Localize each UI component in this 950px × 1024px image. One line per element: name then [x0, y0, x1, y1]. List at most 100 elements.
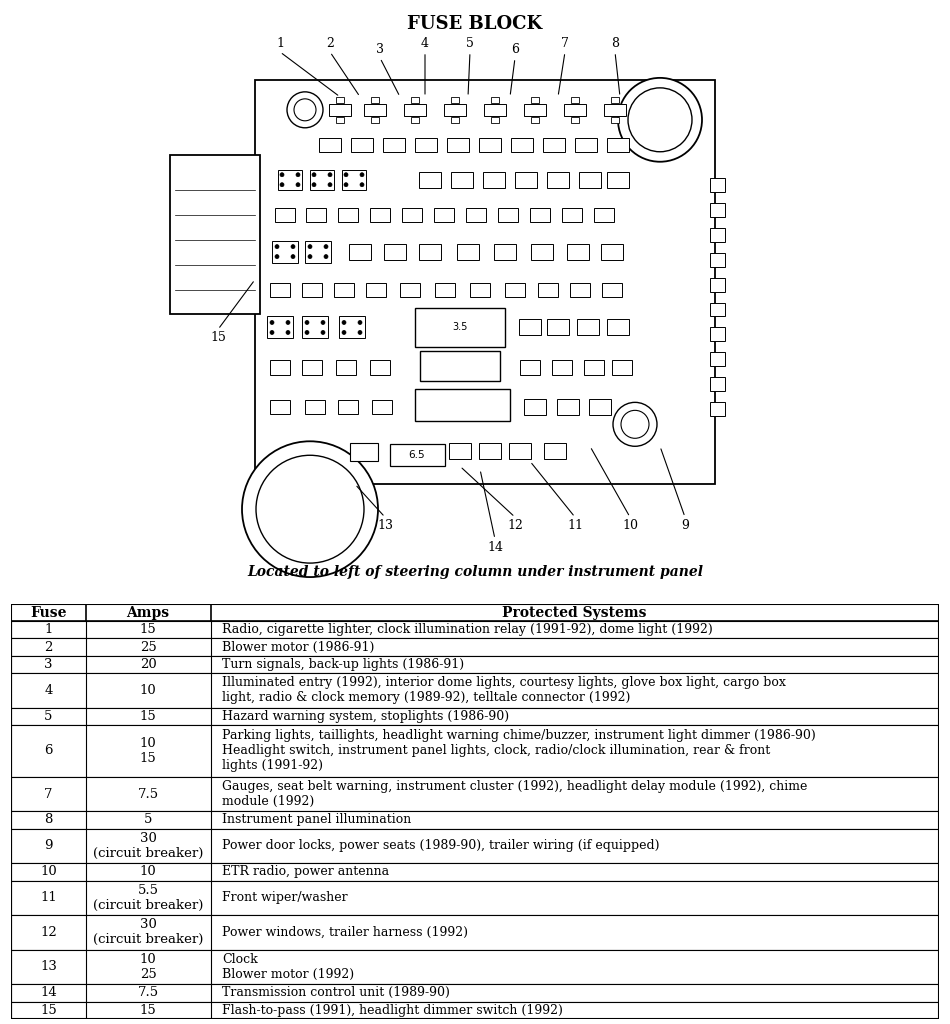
- Bar: [710, 352, 725, 367]
- Text: 2: 2: [326, 37, 334, 50]
- Bar: [515, 172, 537, 187]
- Text: Amps: Amps: [126, 605, 170, 620]
- Bar: [544, 443, 566, 459]
- Text: Transmission control unit (1989-90): Transmission control unit (1989-90): [222, 986, 449, 999]
- Circle shape: [291, 245, 295, 249]
- Bar: [571, 117, 579, 123]
- Bar: [451, 172, 473, 187]
- Circle shape: [328, 173, 332, 177]
- Bar: [306, 208, 326, 221]
- Text: 10
25: 10 25: [140, 953, 157, 981]
- Bar: [339, 316, 365, 339]
- Bar: [351, 138, 373, 152]
- Circle shape: [621, 411, 649, 438]
- Bar: [710, 402, 725, 417]
- Bar: [302, 316, 328, 339]
- Bar: [11, 949, 939, 984]
- Circle shape: [305, 331, 309, 335]
- Bar: [319, 138, 341, 152]
- Bar: [571, 97, 579, 102]
- Bar: [564, 103, 586, 116]
- Text: 3: 3: [45, 657, 53, 671]
- Bar: [607, 319, 629, 336]
- Circle shape: [328, 182, 332, 186]
- Text: 15: 15: [140, 710, 157, 723]
- Text: 11: 11: [40, 891, 57, 904]
- Bar: [531, 97, 539, 102]
- Text: 15: 15: [140, 1004, 157, 1017]
- Circle shape: [360, 173, 364, 177]
- Circle shape: [256, 456, 364, 563]
- Bar: [310, 170, 334, 189]
- Bar: [278, 170, 302, 189]
- Circle shape: [308, 245, 312, 249]
- Circle shape: [291, 255, 295, 259]
- Bar: [404, 103, 426, 116]
- Circle shape: [287, 92, 323, 128]
- Bar: [302, 359, 322, 375]
- Circle shape: [242, 441, 378, 578]
- Bar: [611, 117, 619, 123]
- Bar: [531, 117, 539, 123]
- Bar: [302, 283, 322, 297]
- Circle shape: [280, 173, 284, 177]
- Bar: [338, 400, 358, 415]
- Bar: [11, 725, 939, 777]
- Circle shape: [312, 173, 316, 177]
- Bar: [11, 638, 939, 655]
- Bar: [11, 811, 939, 828]
- Text: Flash-to-pass (1991), headlight dimmer switch (1992): Flash-to-pass (1991), headlight dimmer s…: [222, 1004, 562, 1017]
- Bar: [275, 208, 295, 221]
- Bar: [267, 316, 293, 339]
- Bar: [336, 117, 344, 123]
- Bar: [530, 208, 550, 221]
- Bar: [11, 708, 939, 725]
- Bar: [611, 97, 619, 102]
- Text: 3.5: 3.5: [452, 323, 467, 333]
- Bar: [336, 359, 356, 375]
- Text: Fuse: Fuse: [30, 605, 67, 620]
- Text: 13: 13: [40, 961, 57, 974]
- Bar: [11, 915, 939, 949]
- Bar: [557, 399, 579, 416]
- Bar: [11, 655, 939, 673]
- Circle shape: [270, 321, 274, 325]
- Text: 5.5
(circuit breaker): 5.5 (circuit breaker): [93, 884, 203, 911]
- Bar: [511, 138, 533, 152]
- Bar: [370, 359, 390, 375]
- Text: 10: 10: [140, 865, 157, 879]
- Text: 10: 10: [40, 865, 57, 879]
- Text: 7: 7: [45, 787, 53, 801]
- Text: 8: 8: [45, 813, 52, 826]
- Bar: [607, 172, 629, 187]
- Circle shape: [312, 182, 316, 186]
- Bar: [607, 138, 629, 152]
- Circle shape: [360, 182, 364, 186]
- Bar: [483, 172, 505, 187]
- Circle shape: [296, 182, 300, 186]
- Bar: [350, 443, 378, 461]
- Bar: [470, 283, 490, 297]
- Bar: [479, 138, 501, 152]
- Text: Protected Systems: Protected Systems: [503, 605, 647, 620]
- Text: 1: 1: [276, 37, 284, 50]
- Circle shape: [358, 321, 362, 325]
- Bar: [270, 283, 290, 297]
- Text: 25: 25: [140, 641, 157, 653]
- Bar: [255, 80, 715, 484]
- Text: Located to left of steering column under instrument panel: Located to left of steering column under…: [247, 565, 703, 580]
- Circle shape: [613, 402, 657, 446]
- Bar: [434, 208, 454, 221]
- Text: 10: 10: [622, 519, 638, 532]
- Bar: [402, 208, 422, 221]
- Text: 11: 11: [567, 519, 583, 532]
- Bar: [479, 443, 501, 459]
- Bar: [371, 97, 379, 102]
- Text: 4: 4: [45, 684, 52, 696]
- Bar: [383, 138, 405, 152]
- Bar: [11, 828, 939, 863]
- Bar: [435, 283, 455, 297]
- Bar: [449, 443, 471, 459]
- Bar: [411, 117, 419, 123]
- Text: Parking lights, taillights, headlight warning chime/buzzer, instrument light dim: Parking lights, taillights, headlight wa…: [222, 729, 816, 772]
